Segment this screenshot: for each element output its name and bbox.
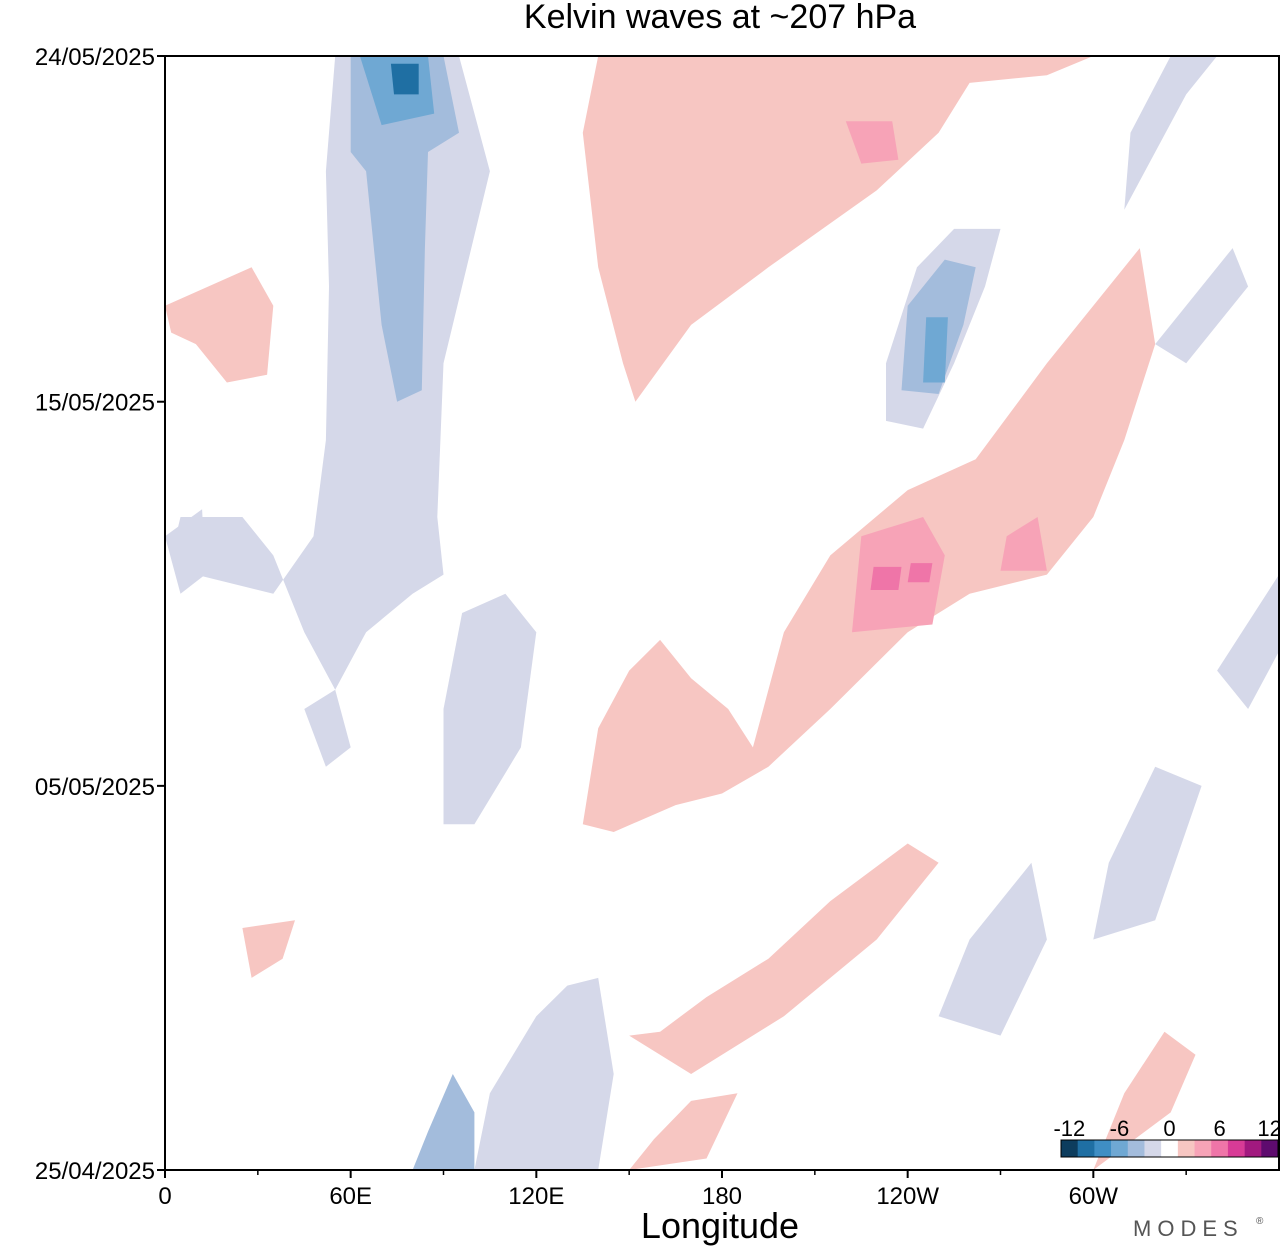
contour-region (1217, 574, 1279, 709)
contour-fills (165, 56, 1279, 1170)
contour-region (629, 1093, 738, 1170)
colorbar-swatch (1127, 1140, 1145, 1157)
y-tick-label: 24/05/2025 (35, 44, 155, 71)
colorbar-swatch (1177, 1140, 1195, 1157)
colorbar-swatch (1261, 1140, 1279, 1157)
colorbar-swatch (1111, 1140, 1129, 1157)
contour-region (923, 317, 948, 383)
contour-region (845, 121, 899, 164)
colorbar-swatch (1211, 1140, 1229, 1157)
x-tick-label: 60E (329, 1183, 372, 1210)
contour-region (907, 563, 933, 583)
colorbar-swatch (1144, 1140, 1162, 1157)
x-tick-label: 120W (876, 1183, 939, 1210)
colorbar: -12 -6 0 6 12 (1053, 1116, 1280, 1158)
contour-region (582, 56, 1094, 402)
contour-region (350, 56, 459, 402)
contour-region (165, 267, 274, 383)
contour-region (474, 977, 614, 1170)
contour-region (1124, 56, 1218, 210)
contour-region (443, 593, 537, 825)
colorbar-swatch (1244, 1140, 1262, 1157)
registered-mark: ® (1256, 1216, 1264, 1227)
colorbar-swatch (1077, 1140, 1095, 1157)
contour-region (870, 566, 902, 590)
colorbar-swatch (1227, 1140, 1245, 1157)
colorbar-label: -12 (1053, 1116, 1085, 1141)
colorbar-swatch (1194, 1140, 1212, 1157)
x-tick-label: 180 (702, 1183, 742, 1210)
contour-region (242, 920, 295, 978)
colorbar-label: 6 (1213, 1116, 1225, 1141)
colorbar-swatch (1161, 1140, 1179, 1157)
modes-logo: MODES (1133, 1216, 1244, 1241)
y-axis: 24/05/2025 15/05/2025 05/05/2025 25/04/2025 (35, 44, 165, 1185)
colorbar-swatch (1094, 1140, 1112, 1157)
colorbar-label: -6 (1110, 1116, 1130, 1141)
y-tick-label: 05/05/2025 (35, 774, 155, 801)
contour-region (1155, 248, 1249, 364)
contour-region (304, 689, 351, 767)
chart-title: Kelvin waves at ~207 hPa (524, 0, 916, 36)
x-axis: 0 60E 120E 180 120W 60W (158, 1170, 1187, 1210)
contour-region (1093, 1031, 1196, 1170)
contour-region (412, 1074, 475, 1170)
contour-region (165, 509, 206, 594)
y-tick-label: 15/05/2025 (35, 390, 155, 417)
contour-region (390, 63, 419, 95)
x-tick-label: 0 (158, 1183, 171, 1210)
contour-region (938, 862, 1047, 1036)
contour-region (1000, 517, 1047, 571)
colorbar-label: 12 (1257, 1116, 1280, 1141)
colorbar-frame (1060, 1139, 1279, 1158)
contour-region (171, 56, 490, 690)
contour-region (1093, 766, 1202, 940)
y-tick-label: 25/04/2025 (35, 1158, 155, 1185)
x-tick-label: 60W (1069, 1183, 1119, 1210)
colorbar-label: 0 (1163, 1116, 1175, 1141)
colorbar-swatch (1061, 1140, 1078, 1157)
x-axis-title: Longitude (641, 1205, 799, 1246)
x-tick-label: 120E (508, 1183, 564, 1210)
contour-region (629, 843, 939, 1074)
